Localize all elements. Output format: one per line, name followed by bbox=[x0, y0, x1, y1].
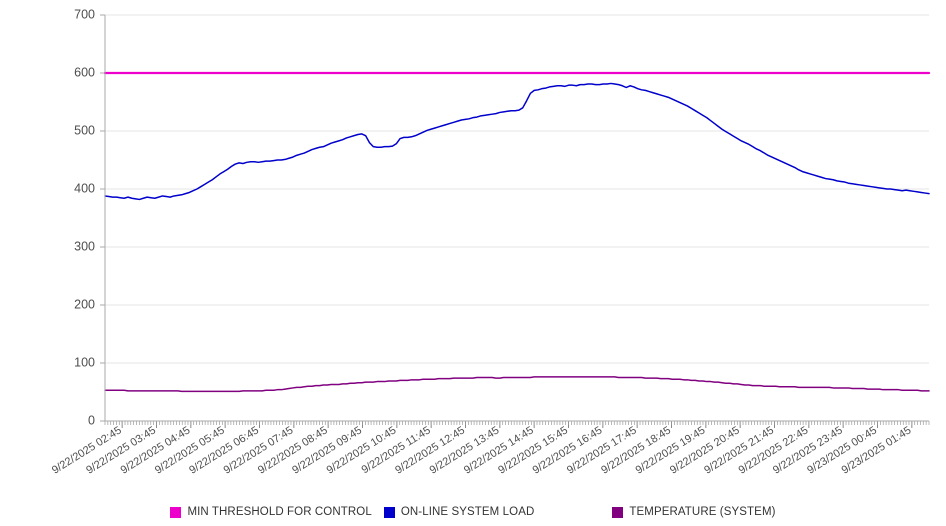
data-series-layer bbox=[103, 71, 931, 393]
gridlines bbox=[100, 14, 929, 422]
y-axis-tick-label: 200 bbox=[74, 297, 95, 311]
y-axis-tick-label: 400 bbox=[74, 181, 95, 195]
x-axis-tick-labels: 9/22/2025 02:459/22/2025 03:459/22/2025 … bbox=[50, 424, 913, 476]
legend-item-online-system-load[interactable]: ON-LINE SYSTEM LOAD bbox=[383, 506, 535, 518]
chart-legend: MIN THRESHOLD FOR CONTROL ON-LINE SYSTEM… bbox=[0, 506, 946, 518]
legend-label-min-threshold: MIN THRESHOLD FOR CONTROL bbox=[187, 506, 372, 518]
y-axis-tick-label: 600 bbox=[74, 65, 95, 79]
y-axis-tick-labels: 0 100 200 300 400 500 600 700 bbox=[74, 7, 95, 427]
chart-plot-area: 0 100 200 300 400 500 600 700 9/22/2025 02:459/… bbox=[50, 7, 931, 477]
y-axis-tick-label: 500 bbox=[74, 123, 95, 137]
y-axis-tick-label: 0 bbox=[88, 413, 95, 427]
legend-item-min-threshold[interactable]: MIN THRESHOLD FOR CONTROL bbox=[170, 506, 372, 518]
y-axis-tick-label: 700 bbox=[74, 7, 95, 21]
legend-swatch-online-system-load bbox=[383, 506, 395, 518]
series-line bbox=[104, 82, 930, 201]
legend-swatch-min-threshold bbox=[170, 506, 182, 518]
legend-item-temperature[interactable]: TEMPERATURE (SYSTEM) bbox=[612, 506, 775, 518]
legend-label-temperature: TEMPERATURE (SYSTEM) bbox=[629, 506, 776, 518]
y-axis-tick-label: 100 bbox=[74, 355, 95, 369]
y-axis-tick-label: 300 bbox=[74, 239, 95, 253]
legend-label-online-system-load: ON-LINE SYSTEM LOAD bbox=[400, 506, 535, 518]
x-axis-minor-ticks bbox=[104, 421, 930, 428]
series-line bbox=[104, 376, 930, 393]
legend-swatch-temperature bbox=[612, 506, 624, 518]
